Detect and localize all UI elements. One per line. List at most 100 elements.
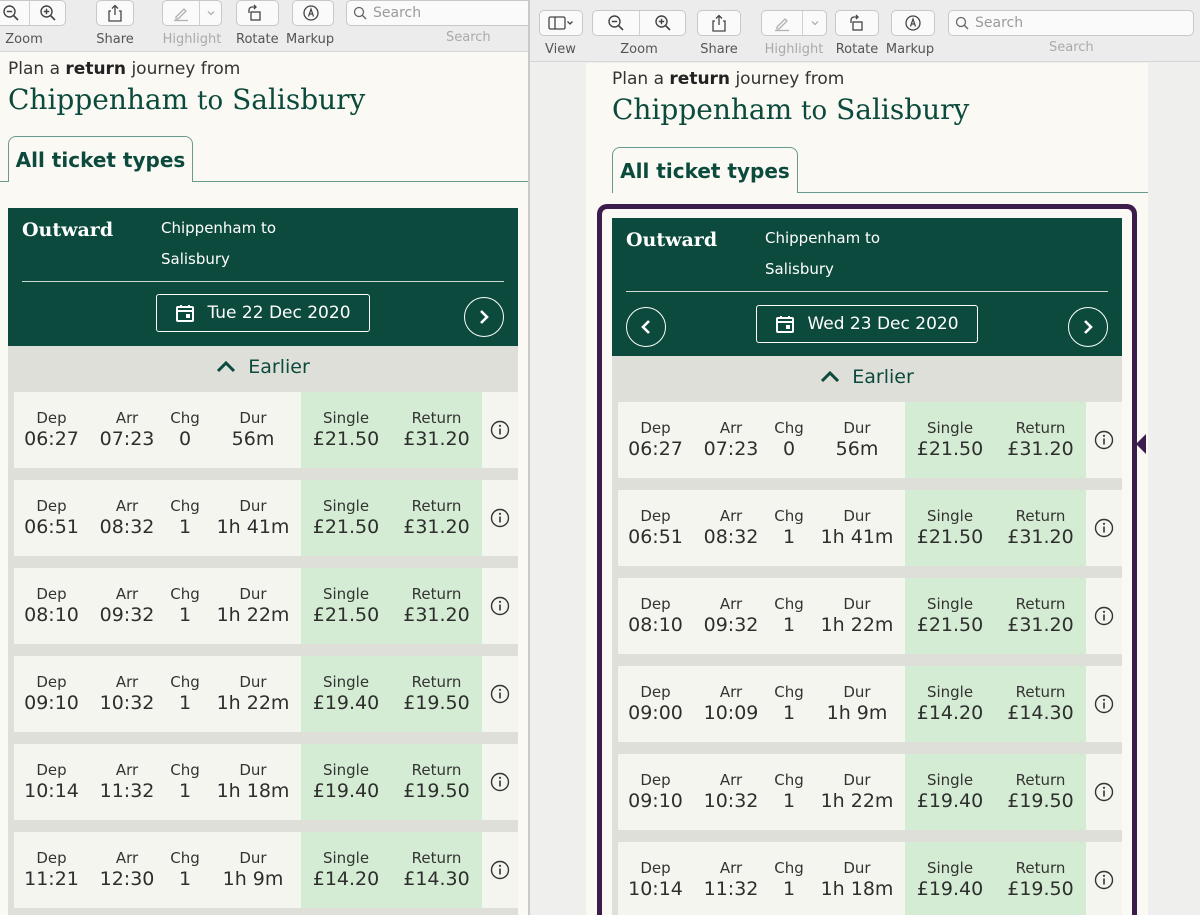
- markup-icon: [905, 15, 921, 31]
- dur-cell: Dur 1h 22m: [205, 656, 301, 732]
- journey-row[interactable]: Dep 09:10 Arr 10:32 Chg 1 Dur 1h 22m Single £19.4…: [618, 754, 1122, 830]
- journey-info-button[interactable]: [482, 480, 518, 556]
- tab-all-ticket-types[interactable]: All ticket types: [8, 136, 193, 182]
- return-cell[interactable]: Return £19.50: [995, 754, 1086, 830]
- single-cell[interactable]: Single £19.40: [301, 656, 391, 732]
- journey-row[interactable]: Dep 11:21 Arr 12:30 Chg 1 Dur 1h 9m Single £14.20…: [14, 832, 518, 908]
- single-cell[interactable]: Single £21.50: [301, 568, 391, 644]
- dur-value: 1h 18m: [820, 878, 894, 900]
- return-header: Return: [411, 497, 462, 515]
- dur-header: Dur: [843, 683, 871, 701]
- return-cell[interactable]: Return £31.20: [391, 480, 482, 556]
- return-cell[interactable]: Return £31.20: [995, 402, 1086, 478]
- journey-info-button[interactable]: [482, 568, 518, 644]
- single-cell[interactable]: Single £19.40: [301, 744, 391, 820]
- journey-info-button[interactable]: [482, 392, 518, 468]
- journey-info-button[interactable]: [482, 832, 518, 908]
- highlight-dropdown[interactable]: [199, 1, 221, 25]
- search-field[interactable]: Search: [948, 10, 1194, 36]
- zoom-out-button[interactable]: [0, 1, 29, 25]
- dep-cell: Dep 09:10: [618, 754, 693, 830]
- chg-cell: Chg 1: [769, 666, 809, 742]
- arr-value: 11:32: [99, 780, 155, 802]
- journey-row[interactable]: Dep 10:14 Arr 11:32 Chg 1 Dur 1h 18m Single £19.4…: [618, 842, 1122, 915]
- previous-day-button[interactable]: [626, 307, 666, 347]
- journey-row[interactable]: Dep 09:00 Arr 10:09 Chg 1 Dur 1h 9m Single £14.20…: [618, 666, 1122, 742]
- arr-header: Arr: [115, 585, 139, 603]
- info-icon: [1094, 430, 1114, 450]
- single-cell[interactable]: Single £19.40: [905, 754, 995, 830]
- zoom-out-button[interactable]: [593, 11, 639, 35]
- highlight-button[interactable]: [762, 11, 802, 35]
- dep-value: 09:10: [24, 692, 79, 714]
- return-cell[interactable]: Return £31.20: [391, 392, 482, 468]
- journey-info-button[interactable]: [482, 656, 518, 732]
- share-icon: [712, 14, 726, 32]
- single-cell[interactable]: Single £21.50: [905, 490, 995, 566]
- dur-cell: Dur 1h 18m: [809, 842, 905, 915]
- single-cell[interactable]: Single £19.40: [905, 842, 995, 915]
- highlight-button[interactable]: [163, 1, 199, 25]
- journey-info-button[interactable]: [1086, 842, 1122, 915]
- dur-value: 1h 22m: [820, 614, 894, 636]
- return-cell[interactable]: Return £19.50: [391, 744, 482, 820]
- rotate-button[interactable]: [836, 11, 878, 35]
- dep-header: Dep: [36, 761, 67, 779]
- journey-info-button[interactable]: [1086, 754, 1122, 830]
- date-picker-button[interactable]: Tue 22 Dec 2020: [156, 294, 370, 332]
- zoom-in-button[interactable]: [639, 11, 685, 35]
- highlight-group: Highlight: [162, 0, 222, 47]
- zoom-in-button[interactable]: [29, 1, 65, 25]
- markup-button[interactable]: [892, 11, 934, 35]
- share-button[interactable]: [97, 1, 133, 25]
- journey-info-button[interactable]: [482, 744, 518, 820]
- rotate-button[interactable]: [237, 1, 273, 25]
- journey-row[interactable]: Dep 06:51 Arr 08:32 Chg 1 Dur 1h 41m Single £21.5…: [14, 480, 518, 556]
- date-picker-button[interactable]: Wed 23 Dec 2020: [756, 305, 978, 343]
- journey-list: Dep 06:27 Arr 07:23 Chg 0 Dur 56m Single £21.50 Re…: [612, 398, 1122, 915]
- single-cell[interactable]: Single £21.50: [301, 392, 391, 468]
- share-button[interactable]: [698, 11, 740, 35]
- journey-row[interactable]: Dep 09:10 Arr 10:32 Chg 1 Dur 1h 22m Single £19.4…: [14, 656, 518, 732]
- single-cell[interactable]: Single £21.50: [905, 578, 995, 654]
- return-cell[interactable]: Return £19.50: [995, 842, 1086, 915]
- return-cell[interactable]: Return £14.30: [391, 832, 482, 908]
- return-cell[interactable]: Return £14.30: [995, 666, 1086, 742]
- journey-info-button[interactable]: [1086, 402, 1122, 478]
- chg-value: 1: [178, 516, 192, 538]
- return-cell[interactable]: Return £19.50: [391, 656, 482, 732]
- outward-label: Outward: [626, 229, 718, 251]
- earlier-button[interactable]: Earlier: [612, 356, 1122, 398]
- next-day-button[interactable]: [464, 297, 504, 337]
- return-cell[interactable]: Return £31.20: [391, 568, 482, 644]
- single-cell[interactable]: Single £21.50: [301, 480, 391, 556]
- journey-row[interactable]: Dep 06:27 Arr 07:23 Chg 0 Dur 56m Single £21.50 Re…: [14, 392, 518, 468]
- markup-button[interactable]: [293, 1, 329, 25]
- dep-header: Dep: [640, 507, 671, 525]
- single-cell[interactable]: Single £14.20: [301, 832, 391, 908]
- search-field[interactable]: Search: [346, 0, 528, 26]
- single-value: £19.40: [312, 692, 380, 714]
- earlier-button[interactable]: Earlier: [8, 346, 518, 388]
- highlight-dropdown[interactable]: [802, 11, 826, 35]
- chg-value: 1: [782, 526, 796, 548]
- single-cell[interactable]: Single £14.20: [905, 666, 995, 742]
- journey-row[interactable]: Dep 08:10 Arr 09:32 Chg 1 Dur 1h 22m Single £21.5…: [618, 578, 1122, 654]
- view-button[interactable]: [540, 11, 582, 35]
- chg-cell: Chg 0: [769, 402, 809, 478]
- return-cell[interactable]: Return £31.20: [995, 490, 1086, 566]
- tab-all-ticket-types[interactable]: All ticket types: [612, 147, 798, 193]
- return-cell[interactable]: Return £31.20: [995, 578, 1086, 654]
- rotate-label: Rotate: [236, 32, 279, 47]
- journey-info-button[interactable]: [1086, 666, 1122, 742]
- journey-row[interactable]: Dep 08:10 Arr 09:32 Chg 1 Dur 1h 22m Single £21.5…: [14, 568, 518, 644]
- return-value: £19.50: [1007, 790, 1074, 812]
- card-divider: [626, 291, 1108, 292]
- journey-info-button[interactable]: [1086, 578, 1122, 654]
- journey-row[interactable]: Dep 06:51 Arr 08:32 Chg 1 Dur 1h 41m Single £21.5…: [618, 490, 1122, 566]
- journey-row[interactable]: Dep 10:14 Arr 11:32 Chg 1 Dur 1h 18m Single £19.4…: [14, 744, 518, 820]
- next-day-button[interactable]: [1068, 307, 1108, 347]
- single-cell[interactable]: Single £21.50: [905, 402, 995, 478]
- journey-info-button[interactable]: [1086, 490, 1122, 566]
- journey-row[interactable]: Dep 06:27 Arr 07:23 Chg 0 Dur 56m Single £21.50 Re…: [618, 402, 1122, 478]
